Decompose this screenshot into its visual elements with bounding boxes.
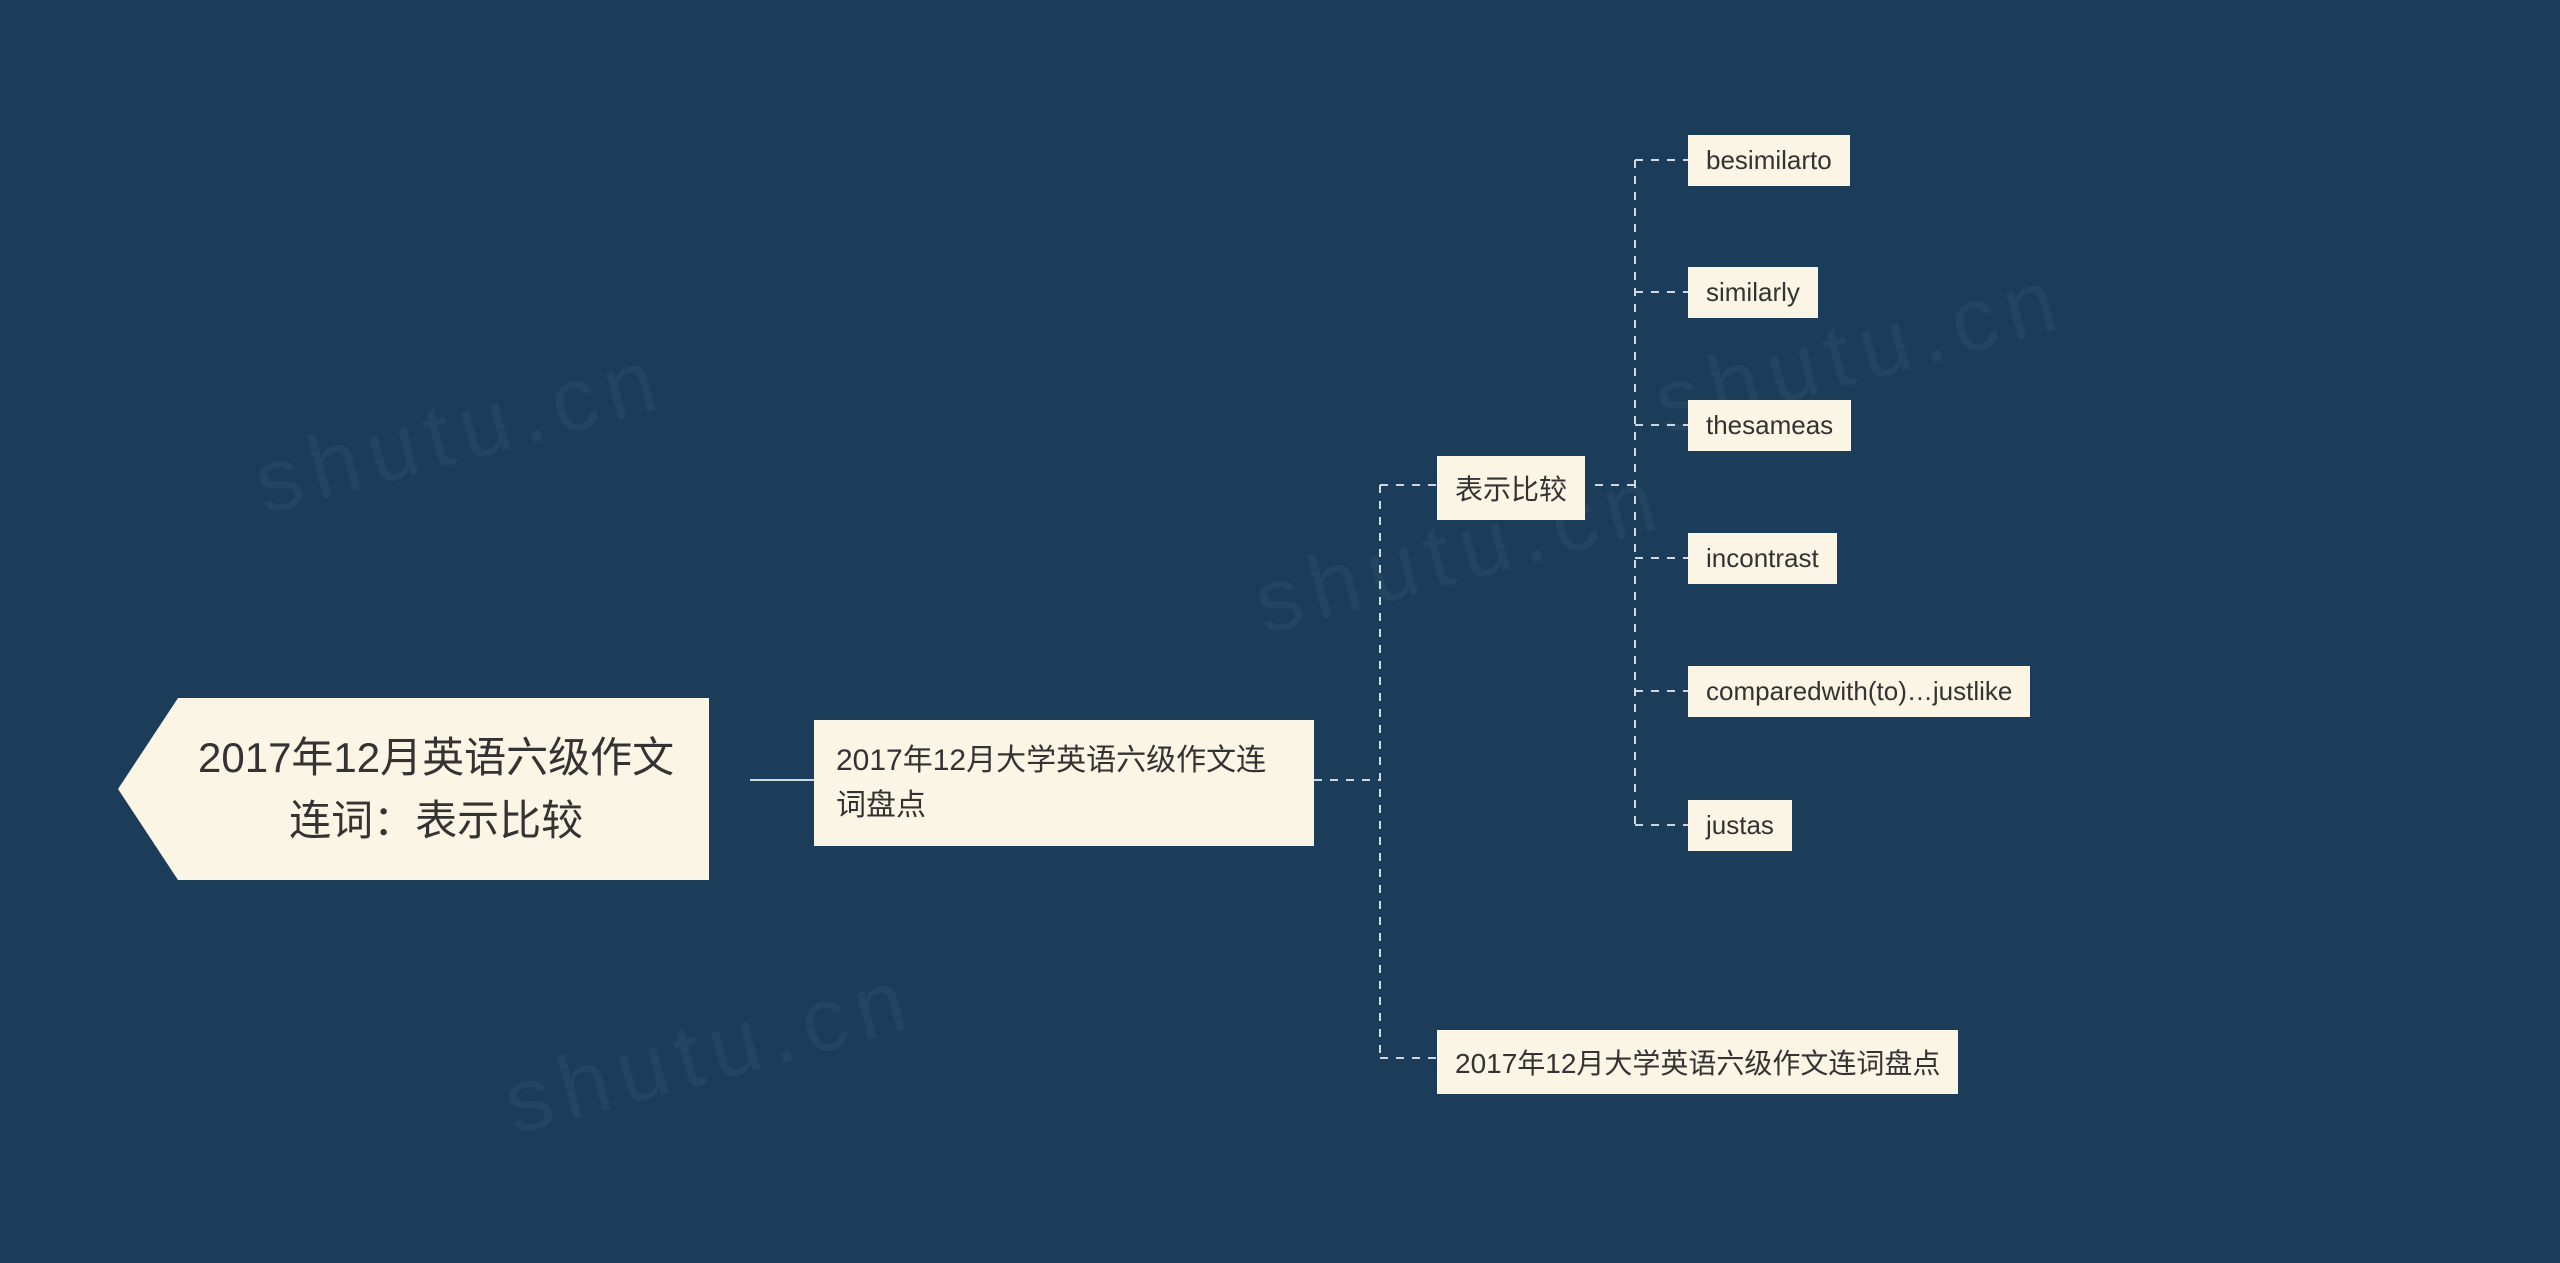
level3-compare-node: 表示比较 [1437,456,1585,520]
leaf-node: incontrast [1688,533,1837,584]
level2-node: 2017年12月大学英语六级作文连词盘点 [814,720,1314,846]
leaf-node: thesameas [1688,400,1851,451]
root-line1: 2017年12月英语六级作文 [198,734,674,781]
root-node: 2017年12月英语六级作文 连词：表示比较 [118,698,709,880]
watermark: shutu.cn [494,947,927,1155]
connectors [0,0,2560,1263]
level3-summary-node: 2017年12月大学英语六级作文连词盘点 [1437,1030,1958,1094]
leaf-node: comparedwith(to)…justlike [1688,666,2030,717]
watermark: shutu.cn [244,327,677,535]
leaf-node: similarly [1688,267,1818,318]
leaf-node: besimilarto [1688,135,1850,186]
root-line2: 连词：表示比较 [289,797,583,844]
leaf-node: justas [1688,800,1792,851]
